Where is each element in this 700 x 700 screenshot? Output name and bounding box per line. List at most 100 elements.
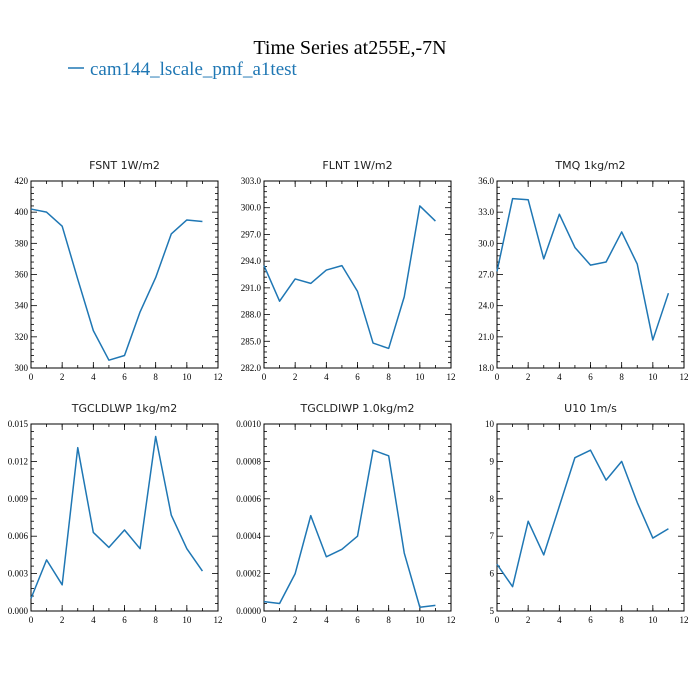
y-tick-label: 0.006 — [8, 531, 29, 541]
plot-frame — [496, 423, 685, 612]
y-tick-label: 303.0 — [241, 176, 262, 186]
x-tick-label: 8 — [619, 615, 624, 625]
panel-title: FLNT 1W/m2 — [322, 159, 392, 172]
y-tick-label: 18.0 — [478, 363, 494, 373]
x-tick-label: 0 — [495, 372, 500, 382]
panel-3: TMQ 1kg/m2 0 2 4 6 8 10 12 18.0 21.0 24.0 27.0 30.0 3… — [478, 159, 688, 382]
y-tick-label: 400 — [15, 207, 29, 217]
panel-title: TGCLDIWP 1.0kg/m2 — [299, 402, 414, 415]
x-tick-label: 4 — [557, 372, 562, 382]
x-tick-label: 10 — [415, 615, 425, 625]
plot-frame — [30, 423, 219, 612]
x-tick-label: 4 — [557, 615, 562, 625]
y-tick-label: 0.0004 — [236, 531, 261, 541]
x-tick-label: 12 — [214, 372, 223, 382]
series-line — [30, 435, 204, 599]
series-line — [496, 449, 669, 588]
figure-title: Time Series at255E,-7N — [253, 37, 446, 59]
plot-frame — [496, 180, 685, 369]
legend-label: cam144_lscale_pmf_a1test — [90, 59, 298, 80]
panels: FSNT 1W/m20 2 4 6 8 10 12300320340360380400420… — [8, 159, 689, 625]
panel-4: TGCLDLWP 1kg/m2 0 2 4 6 8 10 12 0.000 0.003 0.006 0… — [8, 402, 223, 625]
y-tick-label: 36.0 — [478, 176, 494, 186]
y-tick-label: 420 — [15, 176, 29, 186]
legend: cam144_lscale_pmf_a1test — [68, 59, 298, 80]
y-tick-label: 0.000 — [8, 606, 29, 616]
x-tick-label: 2 — [526, 615, 531, 625]
y-tick-label: 0.003 — [8, 569, 29, 579]
x-tick-label: 12 — [447, 615, 456, 625]
x-tick-label: 8 — [153, 615, 158, 625]
y-tick-label: 294.0 — [241, 256, 262, 266]
plot-frame — [30, 180, 219, 369]
x-tick-label: 10 — [182, 615, 192, 625]
x-tick-label: 0 — [29, 372, 34, 382]
panel-5: TGCLDIWP 1.0kg/m2 0 2 4 6 8 10 12 0.0000 0.0002 0.… — [236, 402, 455, 625]
y-tick-label: 0.009 — [8, 494, 29, 504]
panel-title: TMQ 1kg/m2 — [554, 159, 625, 172]
y-tick-label: 30.0 — [478, 238, 494, 248]
y-tick-label: 285.0 — [241, 336, 262, 346]
x-tick-label: 8 — [386, 615, 391, 625]
x-tick-label: 6 — [122, 372, 127, 382]
y-tick-label: 300.0 — [241, 203, 262, 213]
x-tick-label: 8 — [619, 372, 624, 382]
x-tick-label: 4 — [324, 372, 329, 382]
x-tick-label: 2 — [293, 615, 298, 625]
x-tick-label: 4 — [91, 372, 96, 382]
x-tick-label: 0 — [262, 372, 267, 382]
y-tick-label: 5 — [490, 606, 495, 616]
y-tick-label: 27.0 — [478, 270, 494, 280]
y-tick-label: 291.0 — [241, 283, 262, 293]
y-tick-label: 0.0008 — [236, 456, 261, 466]
x-tick-label: 4 — [324, 615, 329, 625]
x-tick-label: 2 — [293, 372, 298, 382]
x-tick-label: 0 — [29, 615, 34, 625]
y-tick-label: 0.0010 — [236, 419, 261, 429]
y-tick-label: 300 — [15, 363, 29, 373]
panel-1: FSNT 1W/m2 0 2 4 6 8 10 12 300 320 340 360 380 400 420 — [15, 159, 223, 382]
x-tick-label: 6 — [122, 615, 127, 625]
y-tick-label: 24.0 — [478, 301, 494, 311]
series-line — [30, 208, 203, 361]
plot-frame — [263, 423, 452, 612]
x-tick-label: 6 — [355, 615, 360, 625]
y-tick-label: 9 — [490, 456, 495, 466]
y-tick-label: 340 — [15, 301, 29, 311]
x-tick-label: 10 — [648, 372, 658, 382]
x-tick-label: 12 — [214, 615, 223, 625]
x-tick-label: 10 — [648, 615, 658, 625]
y-tick-label: 0.0000 — [236, 606, 261, 616]
x-tick-label: 2 — [60, 615, 65, 625]
y-tick-label: 0.012 — [8, 456, 28, 466]
x-tick-label: 12 — [680, 615, 689, 625]
y-tick-label: 288.0 — [241, 310, 262, 320]
x-tick-label: 8 — [386, 372, 391, 382]
y-tick-label: 8 — [490, 494, 495, 504]
panel-6: U10 1m/s 0 2 4 6 8 10 12 5 6 7 8 9 10 — [485, 402, 689, 625]
y-tick-label: 0.015 — [8, 419, 29, 429]
panel-2: FLNT 1W/m2 0 2 4 6 8 10 12 282.0 285.0 288.0 291.0 2… — [241, 159, 456, 382]
x-tick-label: 10 — [415, 372, 425, 382]
x-tick-label: 12 — [447, 372, 456, 382]
x-tick-label: 6 — [355, 372, 360, 382]
y-tick-label: 297.0 — [241, 229, 262, 239]
y-tick-label: 10 — [485, 419, 495, 429]
y-tick-label: 0.0006 — [236, 494, 261, 504]
y-tick-label: 6 — [490, 569, 495, 579]
y-tick-label: 21.0 — [478, 332, 494, 342]
series-line — [263, 449, 436, 609]
x-tick-label: 0 — [262, 615, 267, 625]
panel-title: U10 1m/s — [564, 402, 617, 415]
series-line — [496, 197, 670, 341]
y-tick-label: 0.0002 — [236, 569, 261, 579]
x-tick-label: 12 — [680, 372, 689, 382]
y-tick-label: 7 — [490, 531, 495, 541]
x-tick-label: 10 — [182, 372, 192, 382]
panel-title: FSNT 1W/m2 — [89, 159, 160, 172]
y-tick-label: 282.0 — [241, 363, 262, 373]
series-line — [263, 205, 436, 350]
x-tick-label: 6 — [588, 615, 593, 625]
x-tick-label: 6 — [588, 372, 593, 382]
